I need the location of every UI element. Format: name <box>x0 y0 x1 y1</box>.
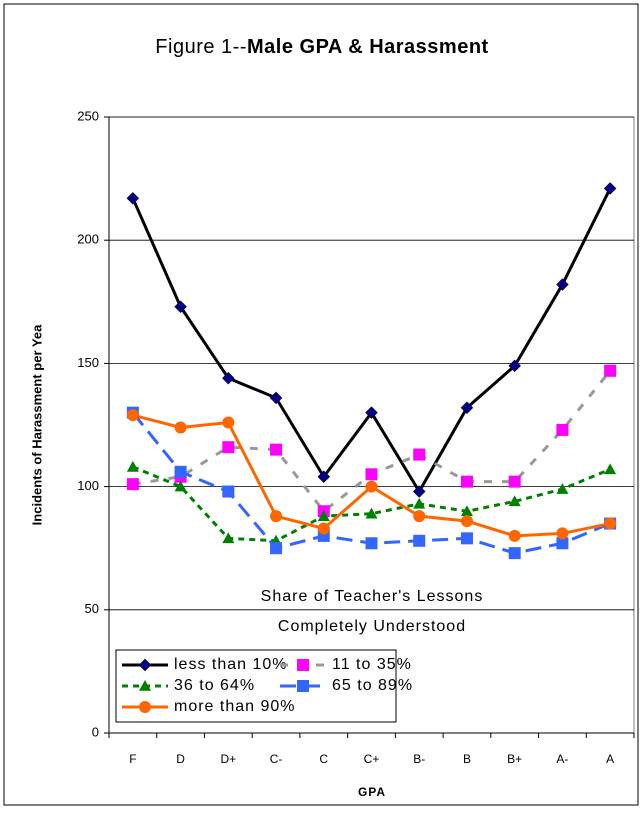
data-point <box>126 191 140 205</box>
legend-marker <box>139 680 151 691</box>
data-point <box>508 495 521 507</box>
y-tick-label: 100 <box>77 478 99 493</box>
annotation: Completely Understood <box>278 618 466 635</box>
data-point <box>174 421 187 434</box>
legend-label: 36 to 64% <box>174 677 255 694</box>
data-point <box>270 542 283 555</box>
data-point <box>556 423 569 436</box>
data-point <box>413 510 426 523</box>
data-point <box>556 278 569 291</box>
annotation-bg <box>110 583 633 641</box>
legend-marker <box>138 658 152 672</box>
data-point <box>413 497 426 509</box>
data-point <box>556 527 569 540</box>
data-point <box>460 401 474 415</box>
data-point <box>508 529 521 542</box>
data-point <box>270 443 283 456</box>
data-point <box>126 409 139 422</box>
x-axis-label: GPA <box>358 785 386 799</box>
data-point <box>603 182 617 195</box>
data-point <box>604 364 617 377</box>
title-prefix: Figure 1-- <box>155 36 247 58</box>
data-point <box>317 522 330 535</box>
data-point <box>174 465 187 478</box>
legend-marker <box>297 659 309 671</box>
x-tick-label: D+ <box>220 752 236 766</box>
annotation: Share of Teacher's Lessons <box>261 588 484 605</box>
data-point <box>508 359 522 373</box>
x-tick-label: D <box>176 752 185 766</box>
x-tick-label: A <box>606 752 614 766</box>
data-point <box>222 532 235 544</box>
data-point <box>270 510 283 523</box>
data-point <box>222 441 235 454</box>
title-main: Male GPA & Harassment <box>247 36 489 58</box>
data-point <box>460 505 473 517</box>
data-point <box>556 483 569 494</box>
data-point <box>365 537 378 550</box>
data-point <box>126 460 139 472</box>
data-point <box>412 485 426 498</box>
data-point <box>413 448 426 461</box>
data-point <box>508 547 521 560</box>
data-point <box>460 515 473 528</box>
data-point <box>604 517 617 530</box>
data-point <box>508 475 521 488</box>
data-point <box>460 532 473 545</box>
y-tick-label: 200 <box>77 232 99 247</box>
data-point <box>222 416 235 429</box>
data-point <box>174 300 187 314</box>
data-point <box>317 510 330 521</box>
x-tick-label: C- <box>270 752 283 766</box>
x-tick-label: B+ <box>507 752 522 766</box>
legend-marker <box>139 701 151 713</box>
chart-title: Figure 1--Male GPA & Harassment <box>155 36 488 58</box>
data-point <box>604 463 617 475</box>
legend-label: 65 to 89% <box>332 677 413 694</box>
x-tick-label: C <box>319 752 328 766</box>
data-point <box>126 478 139 491</box>
data-point <box>460 475 473 488</box>
x-tick-label: A- <box>556 752 568 766</box>
y-axis-label: Incidents of Harassment per Yea <box>29 324 44 525</box>
data-point <box>174 480 187 492</box>
x-tick-label: F <box>129 752 136 766</box>
data-point <box>365 480 378 493</box>
y-tick-label: 50 <box>85 601 99 616</box>
series-line <box>132 465 611 543</box>
legend-label: 11 to 35% <box>332 656 412 673</box>
x-tick-label: B <box>463 752 471 766</box>
data-point <box>365 507 378 519</box>
data-point <box>365 468 378 481</box>
data-point <box>365 406 378 420</box>
data-point <box>269 391 283 405</box>
y-tick-label: 250 <box>77 108 99 123</box>
data-point <box>317 470 331 484</box>
data-point <box>556 537 569 550</box>
legend-label: more than 90% <box>174 698 296 715</box>
legend-label: less than 10% <box>174 656 288 673</box>
x-tick-label: B- <box>413 752 425 766</box>
x-tick-label: C+ <box>364 752 380 766</box>
data-point <box>222 485 235 498</box>
data-point <box>221 371 235 385</box>
legend-marker <box>297 680 309 692</box>
data-point <box>413 534 426 547</box>
legend-box <box>115 649 397 723</box>
y-tick-label: 150 <box>77 355 99 370</box>
y-tick-label: 0 <box>92 724 99 739</box>
